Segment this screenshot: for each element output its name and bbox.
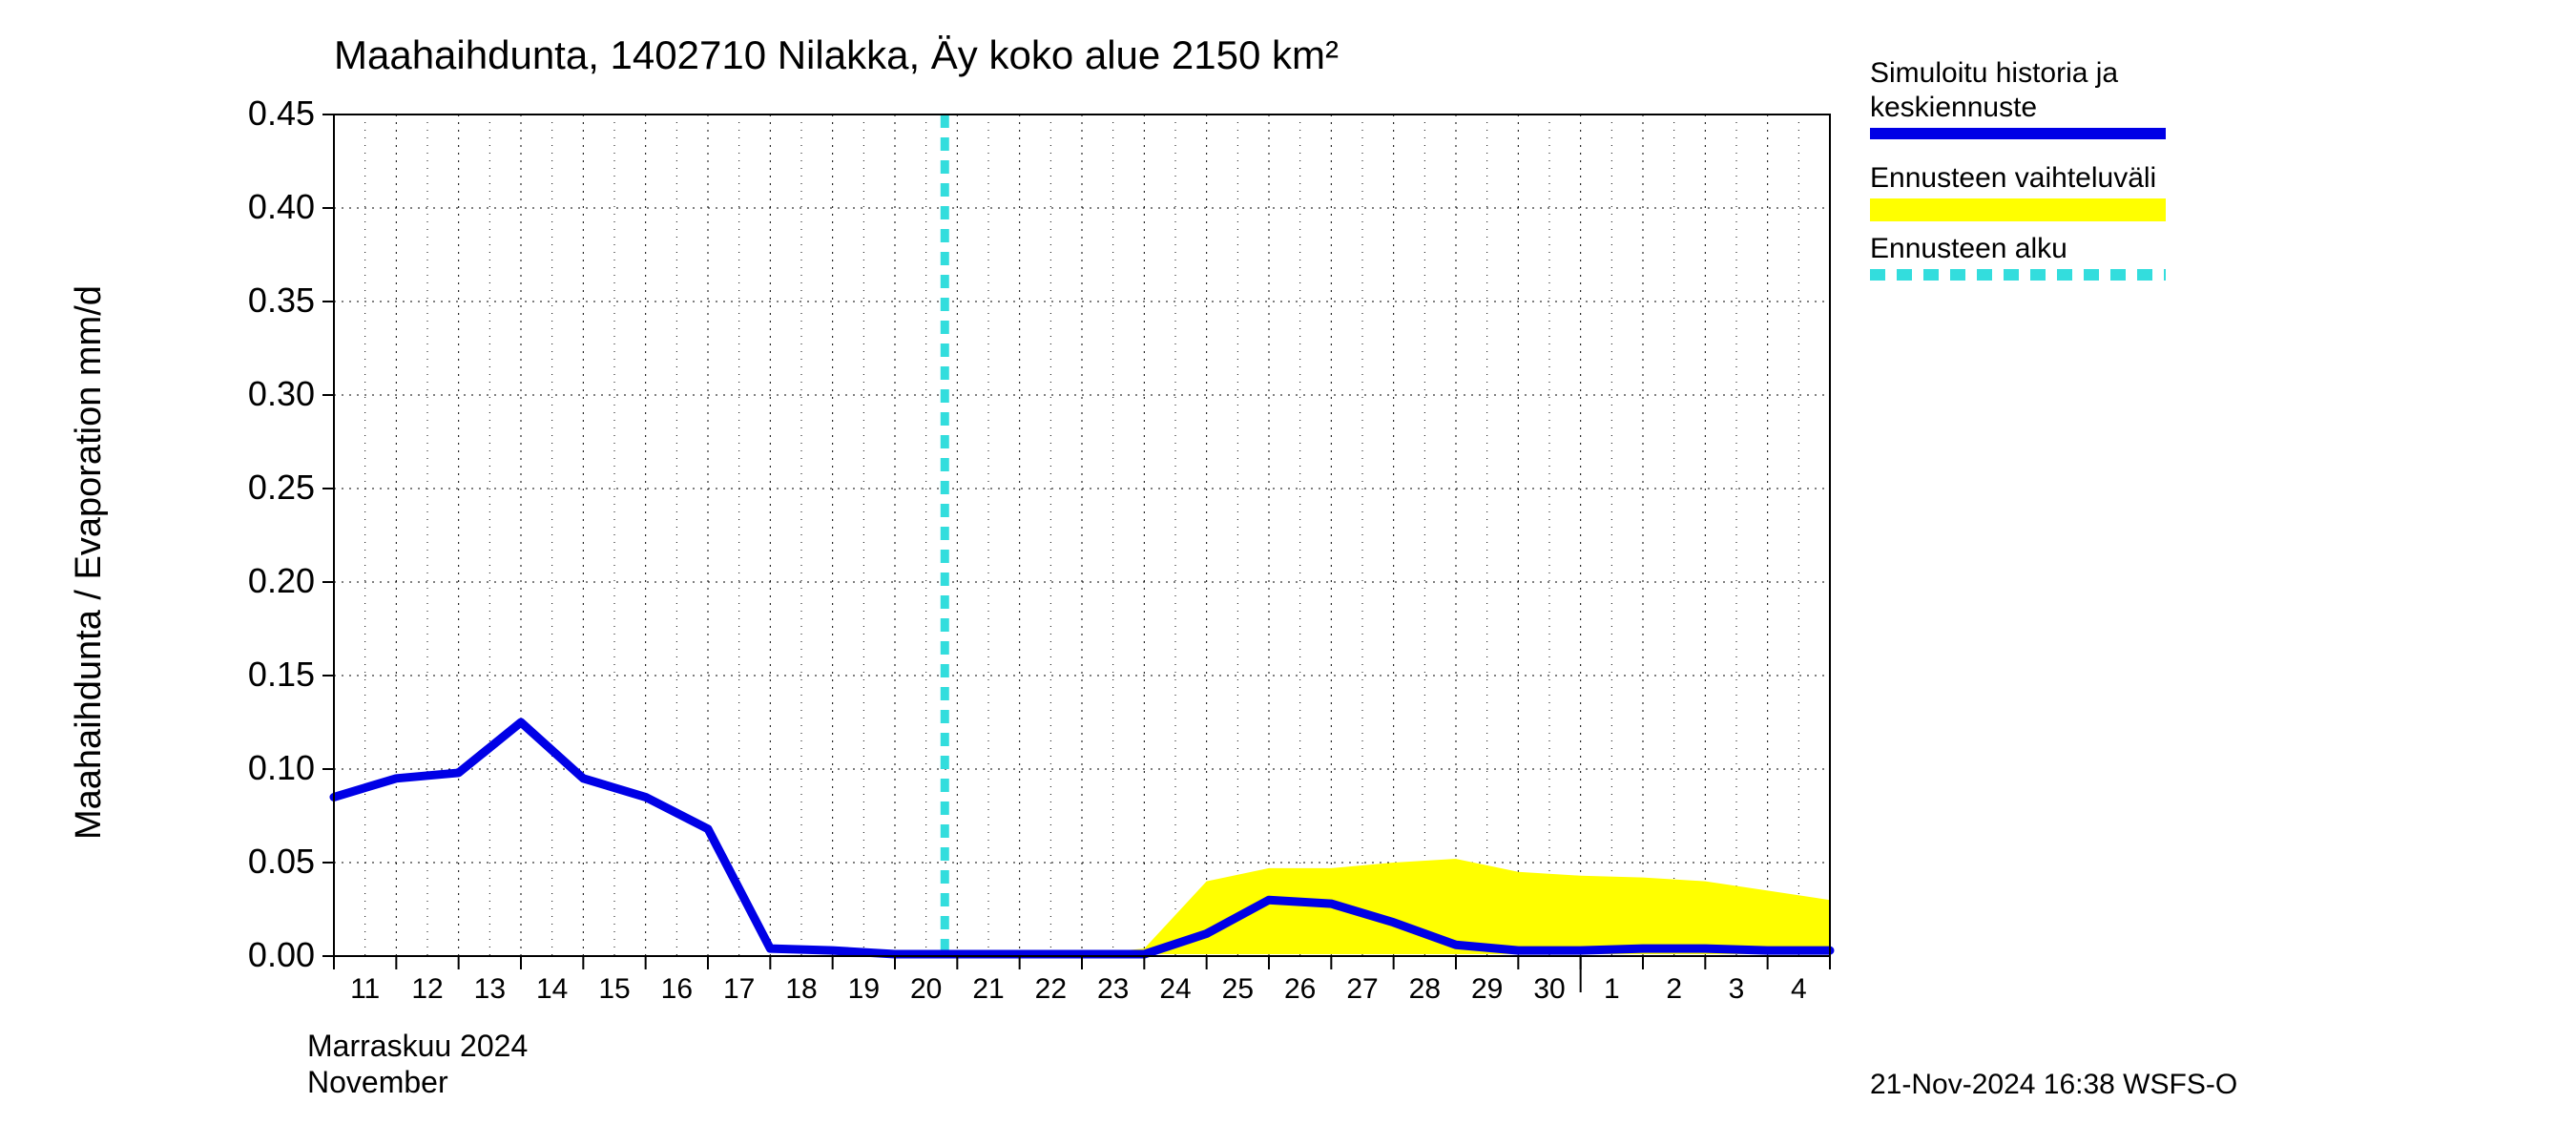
footer-timestamp: 21-Nov-2024 16:38 WSFS-O (1870, 1069, 2237, 1101)
x-month-label-fi: Marraskuu 2024 (307, 1029, 528, 1064)
y-tick-label: 0.45 (153, 94, 315, 134)
x-tick-label: 1 (1583, 973, 1640, 1006)
y-tick-label: 0.10 (153, 748, 315, 788)
x-tick-label: 2 (1646, 973, 1703, 1006)
x-tick-label: 20 (898, 973, 955, 1006)
legend-swatch (1870, 128, 2166, 139)
y-tick-label: 0.05 (153, 842, 315, 882)
x-tick-label: 15 (586, 973, 643, 1006)
x-tick-label: 11 (337, 973, 394, 1006)
x-tick-label: 26 (1272, 973, 1329, 1006)
legend-label: Ennusteen alku (1870, 233, 2067, 265)
x-tick-label: 4 (1770, 973, 1827, 1006)
x-tick-label: 12 (399, 973, 456, 1006)
x-tick-label: 18 (773, 973, 830, 1006)
legend-swatch (1870, 198, 2166, 221)
legend-label: keskiennuste (1870, 92, 2037, 124)
y-tick-label: 0.30 (153, 374, 315, 414)
x-tick-label: 19 (835, 973, 892, 1006)
x-tick-label: 16 (648, 973, 705, 1006)
y-tick-label: 0.25 (153, 468, 315, 508)
x-tick-label: 3 (1708, 973, 1765, 1006)
x-tick-label: 29 (1459, 973, 1516, 1006)
x-tick-label: 22 (1022, 973, 1079, 1006)
y-tick-label: 0.35 (153, 281, 315, 321)
x-tick-label: 30 (1521, 973, 1578, 1006)
chart-container: Maahaihdunta, 1402710 Nilakka, Äy koko a… (0, 0, 2576, 1145)
y-tick-label: 0.40 (153, 187, 315, 227)
x-tick-label: 14 (524, 973, 581, 1006)
y-tick-label: 0.20 (153, 561, 315, 601)
x-tick-label: 28 (1396, 973, 1453, 1006)
x-tick-label: 21 (960, 973, 1017, 1006)
y-tick-label: 0.00 (153, 935, 315, 975)
x-tick-label: 27 (1334, 973, 1391, 1006)
x-tick-label: 23 (1085, 973, 1142, 1006)
legend-swatch (1870, 269, 2166, 281)
x-tick-label: 24 (1147, 973, 1204, 1006)
legend-label: Simuloitu historia ja (1870, 57, 2118, 90)
x-tick-label: 13 (461, 973, 518, 1006)
x-tick-label: 17 (711, 973, 768, 1006)
x-tick-label: 25 (1209, 973, 1266, 1006)
x-month-label-en: November (307, 1065, 448, 1100)
y-tick-label: 0.15 (153, 655, 315, 695)
legend-label: Ennusteen vaihteluväli (1870, 162, 2156, 195)
